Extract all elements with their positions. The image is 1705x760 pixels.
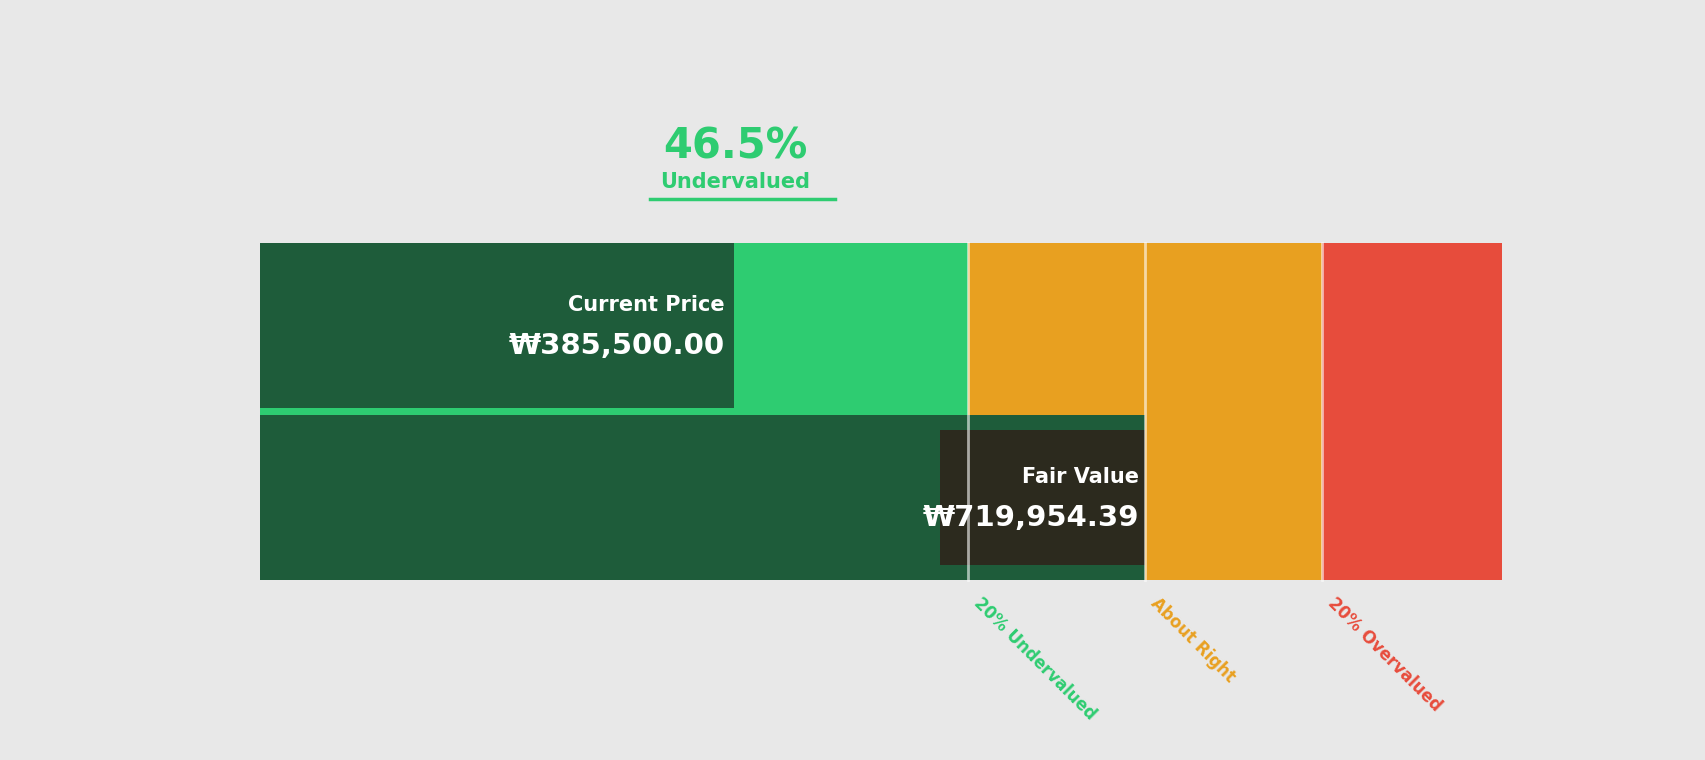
- Bar: [259, 415, 1144, 580]
- Bar: [967, 243, 1144, 580]
- Text: 46.5%: 46.5%: [663, 126, 806, 168]
- Bar: [1321, 243, 1502, 580]
- Text: 20% Overvalued: 20% Overvalued: [1323, 594, 1444, 715]
- Text: ₩385,500.00: ₩385,500.00: [508, 332, 725, 360]
- Bar: [263, 258, 730, 393]
- Text: Fair Value: Fair Value: [1021, 467, 1139, 487]
- Text: ₩719,954.39: ₩719,954.39: [922, 504, 1139, 532]
- Text: Undervalued: Undervalued: [660, 172, 810, 192]
- Bar: [259, 243, 733, 408]
- Bar: [939, 430, 1144, 565]
- Text: About Right: About Right: [1147, 594, 1238, 686]
- Bar: [259, 243, 967, 580]
- Text: 20% Undervalued: 20% Undervalued: [970, 594, 1100, 724]
- Text: Current Price: Current Price: [568, 295, 725, 315]
- Bar: [1144, 243, 1321, 580]
